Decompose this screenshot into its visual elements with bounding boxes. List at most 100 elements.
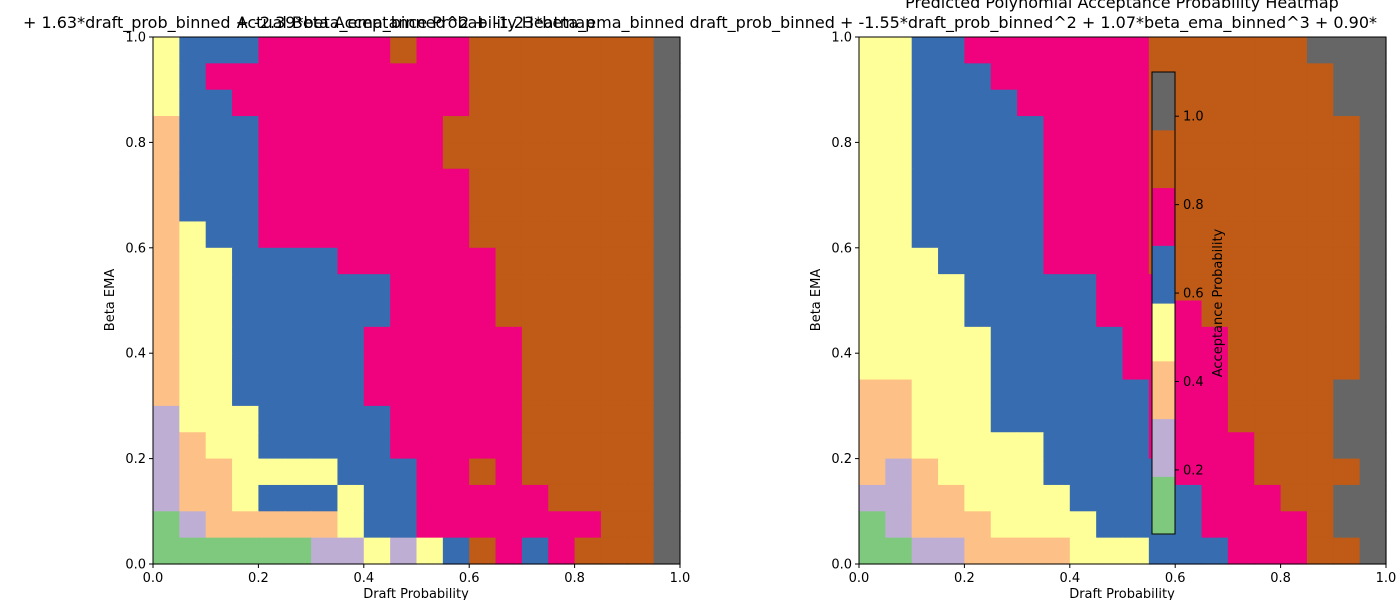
actual-heatmap-cell — [284, 142, 312, 170]
actual-heatmap-cell — [574, 168, 602, 196]
predicted-heatmap-cell — [1254, 326, 1282, 354]
actual-heatmap-cell — [469, 89, 497, 117]
predicted-heatmap-cell — [1069, 142, 1097, 170]
actual-heatmap-cell — [205, 37, 233, 64]
predicted-heatmap-cell — [859, 458, 886, 486]
predicted-heatmap-cell — [1306, 247, 1334, 275]
predicted-heatmap-cell — [990, 195, 1018, 223]
actual-heatmap-cell — [232, 37, 259, 64]
actual-heatmap-cell — [153, 195, 180, 223]
actual-heatmap-cell — [179, 353, 207, 381]
actual-heatmap-cell — [521, 116, 549, 143]
predicted-heatmap-cell — [1333, 63, 1361, 91]
actual-heatmap-cell — [363, 168, 391, 196]
actual-heatmap-cell — [521, 326, 549, 354]
predicted-heatmap-cell — [938, 247, 965, 275]
colorbar-label: Acceptance Probability — [1211, 228, 1226, 377]
predicted-heatmap-cell — [1096, 142, 1124, 170]
predicted-heatmap-cell — [1227, 274, 1255, 302]
actual-heatmap-cell — [258, 221, 286, 249]
actual-heatmap-cell — [179, 484, 207, 512]
predicted-heatmap-cell — [1201, 221, 1229, 249]
actual-heatmap-cell — [337, 326, 365, 354]
actual-heatmap-cell — [495, 142, 523, 170]
predicted-heatmap-cell — [938, 300, 965, 328]
predicted-heatmap-cell — [1306, 458, 1334, 486]
actual-heatmap-cell — [258, 168, 286, 196]
predicted-heatmap-cell — [1201, 247, 1229, 275]
actual-heatmap-cell — [179, 432, 207, 460]
actual-heatmap-cell — [574, 458, 602, 486]
predicted-heatmap-cell — [1122, 142, 1150, 170]
actual-heatmap-cell — [153, 221, 180, 249]
predicted-heatmap-cell — [1148, 537, 1176, 565]
predicted-heatmap-cell — [1122, 537, 1150, 565]
predicted-heatmap-cell — [1201, 300, 1229, 328]
predicted-heatmap-cell — [1096, 300, 1124, 328]
actual-heatmap-cell — [363, 405, 391, 433]
predicted-heatmap-cell — [911, 168, 939, 196]
predicted-heatmap-cell — [1017, 274, 1045, 302]
predicted-heatmap-cell — [1017, 484, 1045, 512]
predicted-heatmap-cell — [1069, 195, 1097, 223]
predicted-heatmap-cell — [859, 247, 886, 275]
actual-heatmap-cell — [390, 142, 418, 170]
predicted-heatmap-cell — [1043, 484, 1071, 512]
predicted-heatmap-cell — [1043, 221, 1071, 249]
predicted-heatmap-cell — [885, 247, 913, 275]
actual-heatmap-cell — [521, 353, 549, 381]
actual-heatmap-cell — [284, 274, 312, 302]
predicted-heatmap-cell — [1359, 37, 1387, 64]
actual-heatmap-cell — [311, 511, 339, 539]
predicted-heatmap-cell — [1069, 116, 1097, 143]
predicted-heatmap-cell — [1333, 168, 1361, 196]
predicted-heatmap-cell — [911, 432, 939, 460]
predicted-heatmap-cell — [964, 353, 992, 381]
predicted-heatmap-cell — [990, 379, 1018, 407]
actual-heatmap-cell — [390, 195, 418, 223]
actual-heatmap-cell — [232, 274, 259, 302]
actual-heatmap-cell — [548, 63, 576, 91]
predicted-heatmap-cell — [1201, 458, 1229, 486]
predicted-heatmap-cell — [990, 326, 1018, 354]
actual-heatmap-cell — [600, 116, 628, 143]
actual-heatmap-cell — [179, 142, 207, 170]
predicted-heatmap-cell — [1227, 247, 1255, 275]
predicted-heatmap-cell — [911, 195, 939, 223]
actual-heatmap-cell — [627, 405, 655, 433]
actual-heatmap-cell — [600, 195, 628, 223]
actual-heatmap-cell — [337, 63, 365, 91]
actual-heatmap-cell — [653, 142, 681, 170]
actual-heatmap-cell — [390, 63, 418, 91]
predicted-heatmap-cell — [1254, 353, 1282, 381]
actual-heatmap-cell — [442, 89, 470, 117]
predicted-y-tick-label: 0.6 — [831, 241, 852, 256]
colorbar-segment — [1152, 187, 1175, 246]
predicted-heatmap-cell — [1122, 432, 1150, 460]
actual-heatmap-cell — [442, 458, 470, 486]
actual-heatmap-cell — [521, 432, 549, 460]
actual-heatmap-cell — [337, 168, 365, 196]
predicted-heatmap-cell — [1122, 221, 1150, 249]
actual-heatmap-cell — [179, 63, 207, 91]
actual-heatmap-cell — [179, 116, 207, 143]
actual-heatmap-cell — [521, 511, 549, 539]
actual-heatmap-cell — [574, 63, 602, 91]
predicted-heatmap-cell — [1333, 89, 1361, 117]
predicted-heatmap-cell — [885, 484, 913, 512]
predicted-y-axis: 0.0 0.2 0.4 0.6 0.8 1.0 — [831, 31, 859, 573]
colorbar-segment — [1152, 303, 1175, 362]
actual-heatmap-cell — [284, 247, 312, 275]
predicted-heatmap-cell — [990, 142, 1018, 170]
actual-heatmap-panel: 0.0 0.2 0.4 0.6 0.8 1.0 0.0 0.2 0.4 0.6 0.8 1.0 Dr… — [103, 13, 690, 600]
actual-heatmap-cell — [627, 89, 655, 117]
actual-heatmap-cell — [363, 221, 391, 249]
actual-heatmap-cell — [574, 484, 602, 512]
actual-heatmap-cell — [574, 89, 602, 117]
actual-heatmap-cell — [205, 458, 233, 486]
predicted-heatmap-cell — [1043, 195, 1071, 223]
actual-heatmap-cell — [153, 537, 180, 565]
actual-heatmap-cell — [337, 221, 365, 249]
actual-heatmap-cell — [205, 142, 233, 170]
predicted-heatmap-cell — [1227, 221, 1255, 249]
